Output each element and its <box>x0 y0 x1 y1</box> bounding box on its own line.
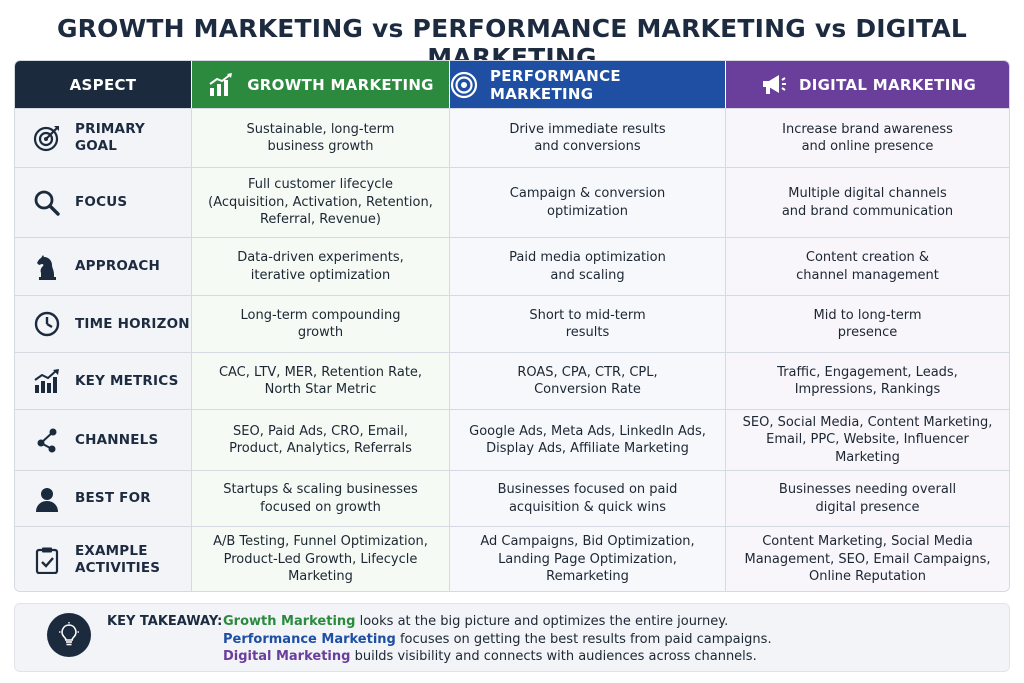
performance-cell: Drive immediate results and conversions <box>449 108 725 167</box>
aspect-cell: CHANNELS <box>15 409 191 470</box>
header-growth-label: GROWTH MARKETING <box>247 75 434 94</box>
chess-knight-icon <box>33 253 61 281</box>
target-arrow-icon <box>33 124 61 152</box>
header-aspect: ASPECT <box>15 61 191 108</box>
aspect-label: TIME HORIZON <box>75 315 190 332</box>
digital-cell: SEO, Social Media, Content Marketing, Ema… <box>725 409 1009 470</box>
takeaway-line-performance: Performance Marketing focuses on getting… <box>223 631 772 649</box>
page-title: GROWTH MARKETING vs PERFORMANCE MARKETIN… <box>56 14 968 72</box>
digital-cell: Increase brand awareness and online prese… <box>725 108 1009 167</box>
aspect-label: CHANNELS <box>75 431 159 448</box>
digital-cell: Content Marketing, Social Media Managemen… <box>725 526 1009 591</box>
aspect-cell: PRIMARY GOAL <box>15 108 191 167</box>
takeaway-text-digital: builds visibility and connects with audi… <box>350 649 757 664</box>
metrics-chart-icon <box>33 367 61 395</box>
aspect-label: BEST FOR <box>75 490 151 506</box>
aspect-label: KEY METRICS <box>75 372 179 389</box>
clock-icon <box>33 310 61 338</box>
key-takeaway-label: KEY TAKEAWAY: <box>107 614 223 629</box>
aspect-cell: APPROACH <box>15 237 191 295</box>
target-icon <box>450 71 478 99</box>
header-digital: DIGITAL MARKETING <box>725 61 1009 108</box>
magnifier-icon <box>33 189 61 217</box>
comparison-table: ASPECT GROWTH MARKETING <box>14 60 1010 592</box>
header-digital-label: DIGITAL MARKETING <box>798 75 977 94</box>
header-growth: GROWTH MARKETING <box>191 61 449 108</box>
header-performance-label: PERFORMANCE MARKETING <box>490 66 621 103</box>
digital-cell: Content creation & channel management <box>725 237 1009 295</box>
digital-cell: Multiple digital channels and brand commu… <box>725 167 1009 237</box>
aspect-cell: KEY METRICS <box>15 352 191 409</box>
aspect-label: APPROACH <box>75 258 160 274</box>
performance-cell: Paid media optimization and scaling <box>449 237 725 295</box>
aspect-cell: FOCUS <box>15 167 191 237</box>
header-performance: PERFORMANCE MARKETING <box>449 61 725 108</box>
aspect-cell: EXAMPLE ACTIVITIES <box>15 526 191 591</box>
growth-cell: A/B Testing, Funnel Optimization, Product… <box>191 526 449 591</box>
takeaway-term-digital: Digital Marketing <box>223 649 351 664</box>
bar-chart-icon <box>207 71 235 99</box>
key-takeaway-lines: Growth Marketing looks at the big pictur… <box>223 613 772 666</box>
performance-cell: Businesses focused on paid acquisition & … <box>449 470 725 526</box>
clipboard-check-icon <box>33 546 61 574</box>
aspect-cell: TIME HORIZON <box>15 295 191 352</box>
user-icon <box>33 485 61 513</box>
network-icon <box>33 426 61 454</box>
growth-cell: Sustainable, long-term business growth <box>191 108 449 167</box>
aspect-label: EXAMPLE ACTIVITIES <box>75 542 161 576</box>
growth-cell: Data-driven experiments, iterative optimi… <box>191 237 449 295</box>
performance-cell: Short to mid-term results <box>449 295 725 352</box>
header-aspect-label: ASPECT <box>69 75 137 94</box>
aspect-cell: BEST FOR <box>15 470 191 526</box>
growth-cell: Startups & scaling businesses focused on … <box>191 470 449 526</box>
takeaway-term-growth: Growth Marketing <box>223 614 356 629</box>
takeaway-text-performance: focuses on getting the best results from… <box>395 631 772 647</box>
performance-cell: Google Ads, Meta Ads, LinkedIn Ads, Displ… <box>449 409 725 470</box>
aspect-label: FOCUS <box>75 194 128 210</box>
growth-cell: Full customer lifecycle (Acquisition, Act… <box>191 167 449 237</box>
takeaway-line-digital: Digital Marketing builds visibility and … <box>223 648 772 666</box>
digital-cell: Businesses needing overall digital presen… <box>725 470 1009 526</box>
growth-cell: CAC, LTV, MER, Retention Rate, North Star… <box>191 352 449 409</box>
comparison-grid: ASPECT GROWTH MARKETING <box>15 61 1009 591</box>
performance-cell: ROAS, CPA, CTR, CPL, Conversion Rate <box>449 352 725 409</box>
megaphone-icon <box>759 71 787 99</box>
digital-cell: Traffic, Engagement, Leads, Impressions, … <box>725 352 1009 409</box>
aspect-label: PRIMARY GOAL <box>75 121 146 154</box>
key-takeaway-box: KEY TAKEAWAY: Growth Marketing looks at … <box>14 603 1010 672</box>
takeaway-line-growth: Growth Marketing looks at the big pictur… <box>223 613 772 631</box>
growth-cell: SEO, Paid Ads, CRO, Email, Product, Analy… <box>191 409 449 470</box>
lightbulb-icon <box>47 613 91 657</box>
growth-cell: Long-term compounding growth <box>191 295 449 352</box>
takeaway-text-growth: looks at the big picture and optimizes t… <box>355 614 729 629</box>
performance-cell: Campaign & conversion optimization <box>449 167 725 237</box>
performance-cell: Ad Campaigns, Bid Optimization, Landing P… <box>449 526 725 591</box>
digital-cell: Mid to long-term presence <box>725 295 1009 352</box>
takeaway-term-performance: Performance Marketing <box>223 631 396 647</box>
